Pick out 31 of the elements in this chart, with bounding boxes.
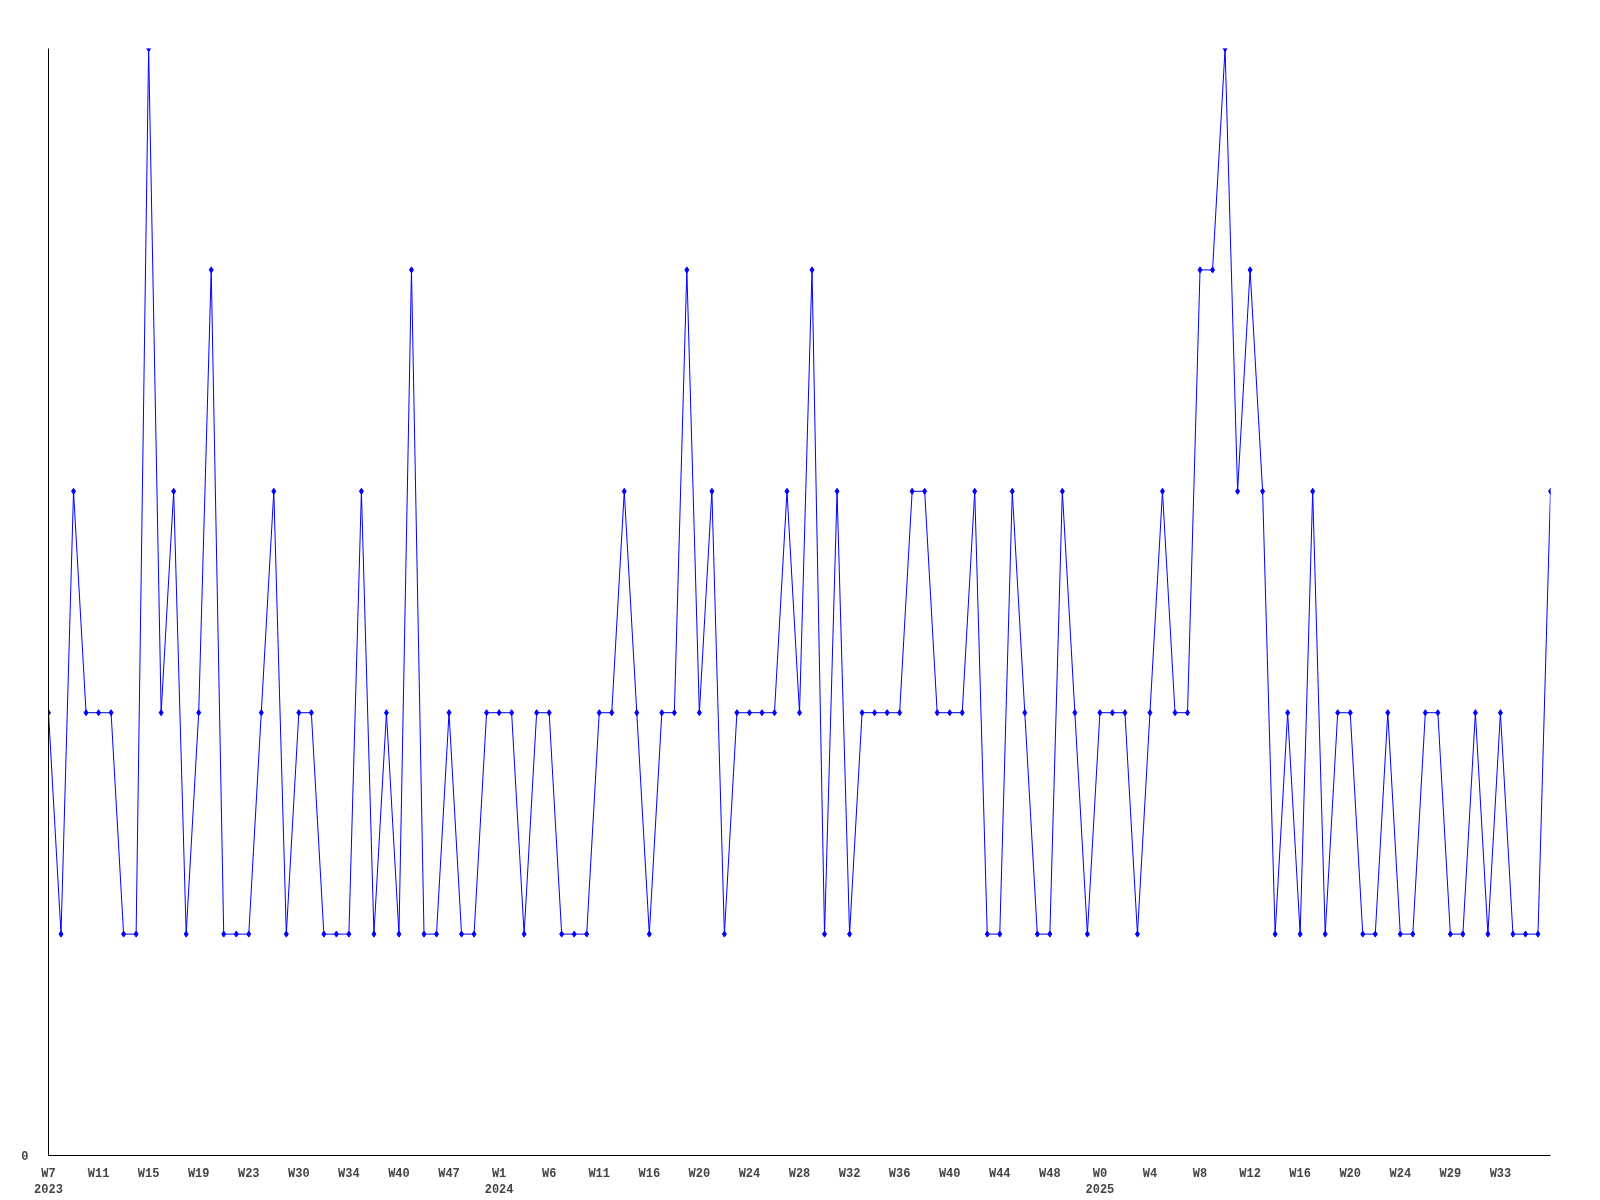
x-tick-label: W16 (1289, 1166, 1311, 1181)
x-tick-label: W34 (338, 1166, 360, 1181)
x-tick-label: W20 (688, 1166, 711, 1181)
x-tick-label: W23 (237, 1166, 260, 1181)
x-tick-label: W29 (1439, 1166, 1462, 1181)
x-tick-label: W47 (438, 1166, 460, 1181)
x-tick-label: W4 (1142, 1166, 1158, 1181)
x-tick-label: W6 (541, 1166, 557, 1181)
x-tick-label: W28 (788, 1166, 811, 1181)
x-tick-label: W16 (638, 1166, 661, 1181)
x-tick-label: W1 2024 (484, 1166, 514, 1198)
x-tick-label: W24 (738, 1166, 761, 1181)
x-tick-label: W36 (888, 1166, 911, 1181)
x-tick-label: W19 (187, 1166, 210, 1181)
x-tick-label: W11 (87, 1166, 110, 1181)
x-tick-label: W30 (288, 1166, 310, 1181)
x-tick-label: W7 2023 (34, 1166, 63, 1198)
x-tick-label: W40 (938, 1166, 961, 1181)
x-tick-label: W48 (1039, 1166, 1061, 1181)
text: 0 (21, 1150, 29, 1164)
x-tick-label: W11 (588, 1166, 611, 1181)
x-tick-label: W32 (838, 1166, 861, 1181)
x-tick-label: W33 (1489, 1166, 1512, 1181)
x-tick-label: W20 (1339, 1166, 1362, 1181)
x-tick-label: W15 (137, 1166, 160, 1181)
x-tick-label: W40 (388, 1166, 410, 1181)
x-tick-label: W0 2025 (1085, 1166, 1115, 1198)
x-tick-label: W24 (1389, 1166, 1412, 1181)
x-tick-label: W12 (1239, 1166, 1261, 1181)
x-tick-label: W44 (988, 1166, 1011, 1181)
x-tick-label: W8 (1192, 1166, 1208, 1181)
